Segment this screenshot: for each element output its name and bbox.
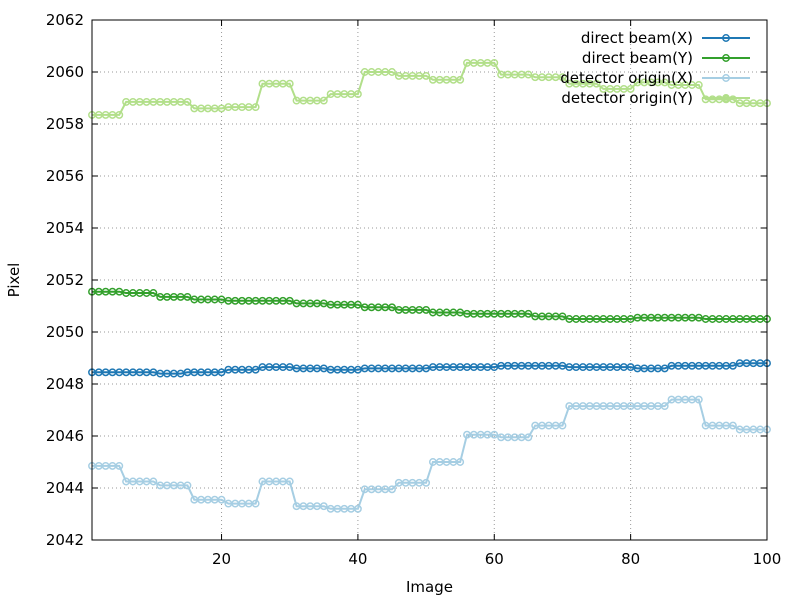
data-point [319, 96, 328, 105]
y-tick-label: 2062 [46, 11, 84, 29]
data-point [149, 289, 158, 297]
x-tick-label: 40 [348, 550, 367, 568]
legend-swatch-marker [722, 74, 730, 82]
legend-label: detector origin(X) [560, 69, 693, 87]
y-tick-label: 2052 [46, 271, 84, 289]
legend-swatch-marker [722, 54, 730, 62]
data-point [728, 361, 737, 370]
data-point [422, 71, 431, 80]
y-tick-label: 2060 [46, 63, 84, 81]
legend-label: detector origin(Y) [561, 89, 693, 107]
legend-item: direct beam(X) [581, 29, 750, 47]
data-point [592, 79, 601, 88]
data-point [660, 364, 669, 373]
legend-label: direct beam(Y) [582, 49, 693, 67]
data-point [353, 300, 362, 309]
data-point [558, 73, 567, 82]
y-tick-label: 2054 [46, 219, 84, 237]
data-point [285, 79, 294, 88]
y-tick-label: 2046 [46, 427, 84, 445]
data-point [422, 305, 431, 314]
y-axis-title: Pixel [5, 263, 23, 298]
series-group [88, 58, 771, 513]
legend-swatch-marker [722, 94, 730, 102]
legend-label: direct beam(X) [581, 29, 693, 47]
legend-item: detector origin(Y) [561, 89, 750, 107]
legend-item: direct beam(Y) [582, 49, 750, 67]
y-tick-label: 2048 [46, 375, 84, 393]
y-tick-label: 2058 [46, 115, 84, 133]
x-tick-label: 20 [212, 550, 231, 568]
y-tick-label: 2044 [46, 479, 84, 497]
series-3 [88, 395, 771, 513]
series-1 [88, 359, 771, 378]
x-axis-title: Image [406, 578, 453, 596]
data-point [115, 461, 124, 470]
data-point [728, 421, 737, 430]
legend-item: detector origin(X) [560, 69, 750, 87]
data-point [490, 430, 499, 439]
y-tick-label: 2042 [46, 531, 84, 549]
data-point [456, 75, 465, 84]
data-point [388, 303, 396, 312]
axis-ticks: 2042204420462048205020522054205620582060… [46, 11, 782, 568]
plot-frame [91, 19, 768, 541]
series-2 [88, 287, 771, 323]
y-tick-label: 2050 [46, 323, 84, 341]
data-point [285, 477, 294, 486]
data-point [183, 481, 192, 490]
data-point [183, 292, 192, 301]
x-tick-label: 80 [621, 550, 640, 568]
data-point [524, 433, 533, 442]
data-point [524, 70, 533, 79]
data-point [217, 495, 226, 504]
y-tick-label: 2056 [46, 167, 84, 185]
data-point [388, 485, 396, 494]
data-point [149, 477, 158, 486]
legend-swatch-marker [722, 34, 730, 42]
data-point [353, 504, 362, 513]
data-point [217, 368, 226, 377]
data-point [558, 312, 567, 321]
data-point [319, 502, 328, 511]
data-point [183, 97, 192, 106]
data-point [353, 90, 362, 99]
series-4 [88, 58, 771, 119]
data-point [115, 110, 124, 119]
data-point [251, 499, 260, 508]
data-point [626, 84, 635, 93]
data-point [524, 309, 533, 318]
data-point [251, 103, 260, 112]
x-tick-label: 100 [753, 550, 782, 568]
data-point [456, 458, 465, 466]
data-point [251, 365, 260, 374]
data-point [285, 296, 294, 305]
data-point [558, 421, 567, 430]
data-point [660, 78, 669, 87]
data-point [660, 402, 669, 411]
data-point [490, 58, 499, 67]
x-tick-label: 60 [485, 550, 504, 568]
data-point [422, 478, 431, 487]
data-point [694, 81, 703, 89]
data-point [388, 68, 396, 76]
legend: direct beam(X) direct beam(Y) detector ori… [560, 29, 750, 107]
data-point [694, 395, 703, 404]
gridlines [92, 20, 767, 540]
